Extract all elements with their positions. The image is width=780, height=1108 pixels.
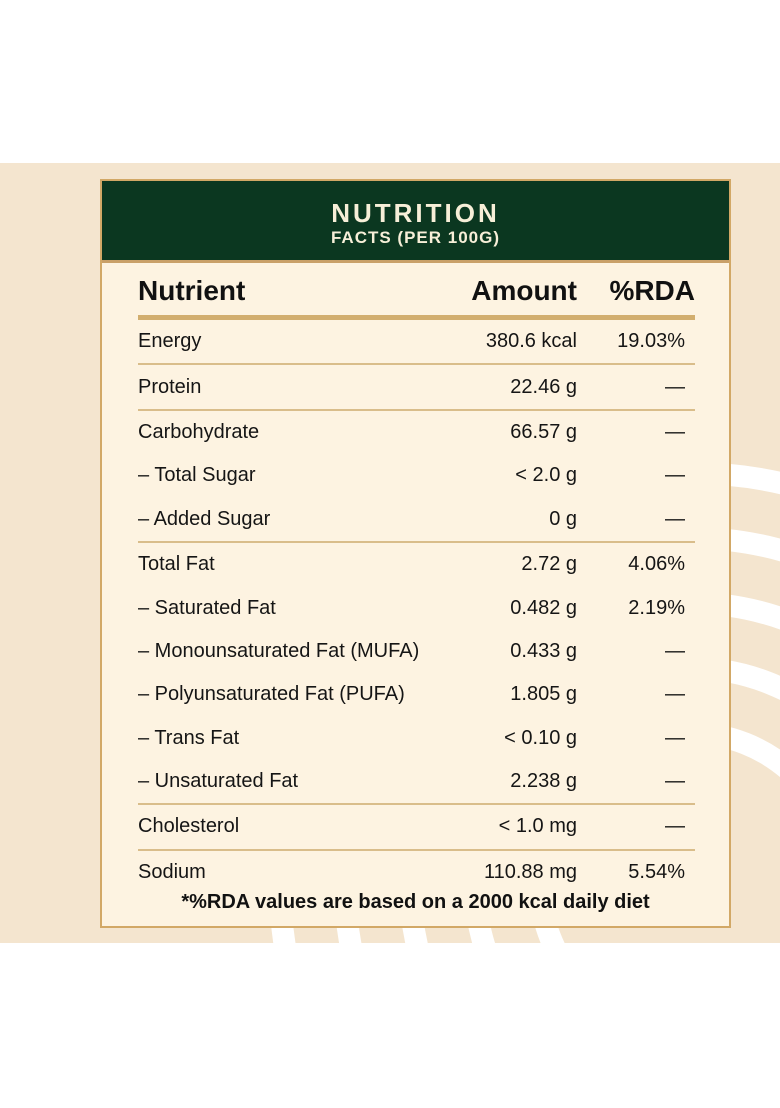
nutrient-rda: — xyxy=(665,815,685,838)
nutrient-amount: 0 g xyxy=(549,507,577,530)
rda-footnote: *%RDA values are based on a 2000 kcal da… xyxy=(181,891,650,913)
nutrient-amount: 2.238 g xyxy=(510,770,577,793)
nutrient-amount: 380.6 kcal xyxy=(485,330,577,353)
nutrient-name: – Total Sugar xyxy=(138,464,256,487)
nutrient-amount: 1.805 g xyxy=(510,683,577,706)
nutrient-amount: < 2.0 g xyxy=(515,464,577,487)
nutrient-rda: — xyxy=(665,464,685,487)
nutrient-name: Sodium xyxy=(138,860,206,883)
nutrient-amount: 110.88 mg xyxy=(483,860,577,883)
table-row: Cholesterol < 1.0 mg — xyxy=(138,805,695,851)
table-row: – Total Sugar < 2.0 g — xyxy=(138,454,695,497)
nutrient-amount: < 1.0 mg xyxy=(498,815,577,838)
nutrient-name: – Monounsaturated Fat (MUFA) xyxy=(138,639,420,662)
table-row: – Trans Fat < 0.10 g — xyxy=(138,717,695,760)
nutrition-table: Nutrient Amount %RDA Energy 380.6 kcal 1… xyxy=(138,267,695,894)
column-header-rda: %RDA xyxy=(609,275,695,306)
nutrient-amount: 22.46 g xyxy=(510,375,577,398)
nutrient-name: – Added Sugar xyxy=(138,507,271,530)
table-row: – Saturated Fat 0.482 g 2.19% xyxy=(138,586,695,629)
nutrient-rda: — xyxy=(665,639,685,662)
nutrient-name: Protein xyxy=(138,375,202,398)
table-row: – Unsaturated Fat 2.238 g — xyxy=(138,760,695,806)
nutrient-amount: 0.482 g xyxy=(510,596,577,619)
nutrient-rda: 4.06% xyxy=(628,553,685,576)
table-row: Energy 380.6 kcal 19.03% xyxy=(138,320,695,366)
column-header-row: Nutrient Amount %RDA xyxy=(138,267,695,320)
nutrient-rda: — xyxy=(665,770,685,793)
nutrient-name: Total Fat xyxy=(138,553,215,576)
column-header-nutrient: Nutrient xyxy=(138,275,246,306)
nutrient-amount: 2.72 g xyxy=(521,553,577,576)
nutrient-name: Cholesterol xyxy=(138,815,240,838)
nutrient-rda: 5.54% xyxy=(628,860,685,883)
nutrient-name: – Polyunsaturated Fat (PUFA) xyxy=(138,683,405,706)
nutrient-rda: — xyxy=(665,420,685,443)
nutrient-amount: 0.433 g xyxy=(510,639,577,662)
table-row: – Polyunsaturated Fat (PUFA) 1.805 g — xyxy=(138,673,695,716)
nutrition-facts-card: NUTRITION FACTS (PER 100G) Nutrient Amou… xyxy=(100,179,731,928)
nutrient-rda: 19.03% xyxy=(617,330,685,353)
nutrient-rda: 2.19% xyxy=(628,596,685,619)
nutrient-rda: — xyxy=(665,375,685,398)
nutrient-name: – Unsaturated Fat xyxy=(138,770,299,793)
nutrient-name: Carbohydrate xyxy=(138,420,260,443)
nutrient-rda: — xyxy=(665,507,685,530)
nutrient-name: – Trans Fat xyxy=(138,726,240,749)
table-row: Total Fat 2.72 g 4.06% xyxy=(138,543,695,586)
table-row: – Monounsaturated Fat (MUFA) 0.433 g — xyxy=(138,630,695,673)
nutrient-amount: < 0.10 g xyxy=(504,726,577,749)
card-header: NUTRITION FACTS (PER 100G) xyxy=(102,181,729,263)
nutrient-name: – Saturated Fat xyxy=(138,596,276,619)
header-subtitle: FACTS (PER 100G) xyxy=(330,228,501,247)
table-row: Protein 22.46 g — xyxy=(138,365,695,411)
nutrient-rda: — xyxy=(665,726,685,749)
table-row: Carbohydrate 66.57 g — xyxy=(138,411,695,454)
table-row: Sodium 110.88 mg 5.54% xyxy=(138,851,695,894)
nutrient-amount: 66.57 g xyxy=(510,420,577,443)
table-row: – Added Sugar 0 g — xyxy=(138,498,695,543)
nutrient-rda: — xyxy=(665,683,685,706)
nutrient-name: Energy xyxy=(138,330,202,353)
header-title: NUTRITION xyxy=(331,198,500,228)
column-header-amount: Amount xyxy=(471,275,577,306)
